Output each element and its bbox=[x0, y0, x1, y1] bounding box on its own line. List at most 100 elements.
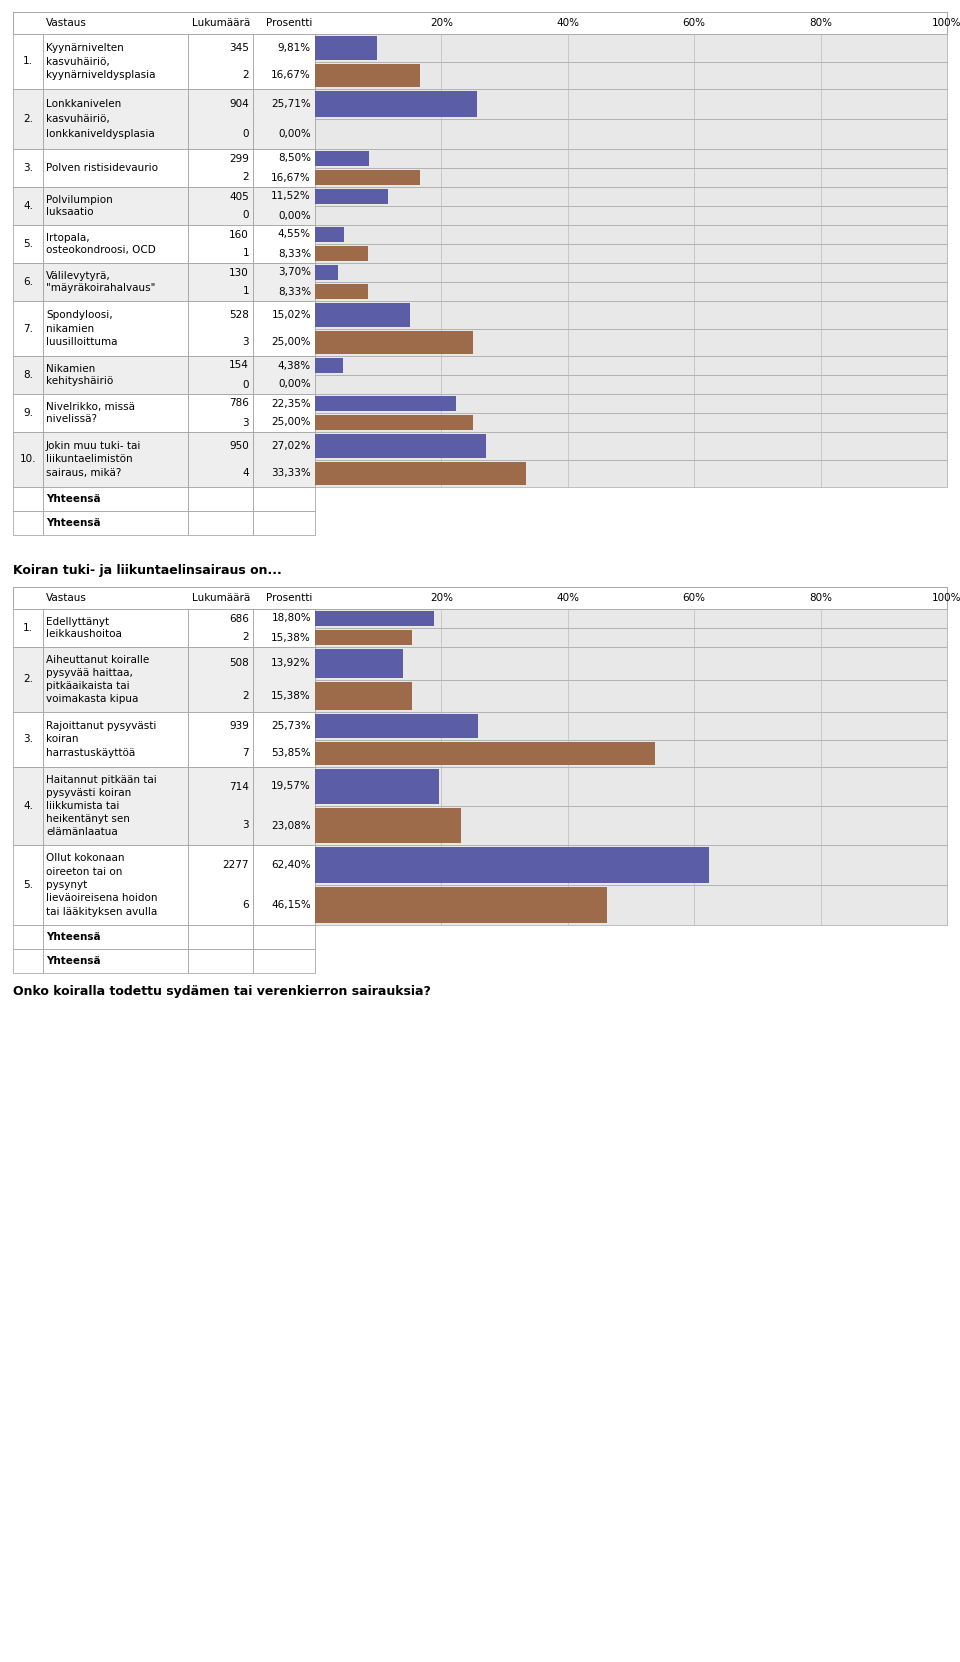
Bar bbox=[13, 188, 43, 224]
Text: Haitannut pitkään tai: Haitannut pitkään tai bbox=[46, 774, 156, 784]
Bar bbox=[13, 608, 43, 647]
Bar bbox=[13, 301, 43, 356]
Bar bbox=[315, 244, 947, 263]
Text: 2: 2 bbox=[242, 633, 249, 643]
Text: 20%: 20% bbox=[430, 18, 453, 28]
Text: 2: 2 bbox=[242, 691, 249, 701]
Bar bbox=[43, 647, 188, 711]
Bar bbox=[315, 848, 709, 883]
Bar bbox=[253, 647, 315, 711]
Text: 62,40%: 62,40% bbox=[272, 859, 311, 869]
Text: 786: 786 bbox=[229, 399, 249, 409]
Bar bbox=[315, 740, 947, 766]
Bar bbox=[13, 647, 43, 711]
Bar bbox=[315, 741, 656, 765]
Text: 20%: 20% bbox=[430, 593, 453, 603]
Bar bbox=[188, 926, 253, 949]
Bar bbox=[253, 926, 315, 949]
Text: 6: 6 bbox=[242, 901, 249, 911]
Text: 23,08%: 23,08% bbox=[272, 821, 311, 831]
Bar bbox=[13, 224, 43, 263]
Text: 25,00%: 25,00% bbox=[272, 417, 311, 427]
Bar bbox=[43, 926, 188, 949]
Text: 40%: 40% bbox=[556, 593, 579, 603]
Bar bbox=[188, 487, 253, 510]
Text: 13,92%: 13,92% bbox=[272, 658, 311, 668]
Bar bbox=[13, 90, 43, 150]
Text: 714: 714 bbox=[229, 781, 249, 791]
Text: Nikamien: Nikamien bbox=[46, 364, 95, 374]
Bar bbox=[43, 394, 188, 432]
Text: 0,00%: 0,00% bbox=[278, 130, 311, 140]
Bar bbox=[253, 949, 315, 972]
Text: Välilevytyrä,: Välilevytyrä, bbox=[46, 271, 110, 281]
Bar bbox=[315, 150, 947, 168]
Text: 10.: 10. bbox=[20, 454, 36, 464]
Bar bbox=[315, 648, 403, 678]
Text: 939: 939 bbox=[229, 721, 249, 731]
Text: Yhteensä: Yhteensä bbox=[46, 956, 101, 966]
Text: Irtopala,: Irtopala, bbox=[46, 233, 89, 243]
Text: 9,81%: 9,81% bbox=[277, 43, 311, 53]
Text: 1: 1 bbox=[242, 249, 249, 259]
Text: Koiran tuki- ja liikuntaelinsairaus on...: Koiran tuki- ja liikuntaelinsairaus on..… bbox=[13, 563, 281, 577]
Text: pysyvästi koiran: pysyvästi koiran bbox=[46, 788, 132, 798]
Text: leikkaushoitoa: leikkaushoitoa bbox=[46, 630, 122, 640]
Text: 2.: 2. bbox=[23, 675, 33, 685]
Bar bbox=[43, 711, 188, 766]
Text: 80%: 80% bbox=[809, 593, 832, 603]
Text: 100%: 100% bbox=[932, 593, 960, 603]
Text: Yhteensä: Yhteensä bbox=[46, 494, 101, 504]
Bar bbox=[253, 432, 315, 487]
Text: 33,33%: 33,33% bbox=[272, 469, 311, 479]
Text: 40%: 40% bbox=[556, 18, 579, 28]
Bar bbox=[188, 647, 253, 711]
Text: Ollut kokonaan: Ollut kokonaan bbox=[46, 853, 125, 863]
Bar bbox=[315, 90, 947, 120]
Bar bbox=[315, 647, 947, 680]
Text: Spondyloosi,: Spondyloosi, bbox=[46, 309, 112, 319]
Bar bbox=[188, 432, 253, 487]
Bar bbox=[315, 396, 456, 411]
Bar bbox=[253, 150, 315, 188]
Bar bbox=[315, 168, 947, 188]
Bar bbox=[13, 487, 43, 510]
Text: lonkkaniveldysplasia: lonkkaniveldysplasia bbox=[46, 130, 155, 140]
Text: 8,50%: 8,50% bbox=[278, 153, 311, 163]
Bar bbox=[315, 301, 947, 329]
Text: Nivelrikko, missä: Nivelrikko, missä bbox=[46, 402, 135, 412]
Bar bbox=[315, 416, 473, 430]
Text: 4: 4 bbox=[242, 469, 249, 479]
Bar bbox=[43, 188, 188, 224]
Text: 7: 7 bbox=[242, 748, 249, 758]
Text: Lonkkanivelen: Lonkkanivelen bbox=[46, 100, 121, 110]
Bar bbox=[188, 608, 253, 647]
Bar bbox=[13, 587, 947, 608]
Text: 2277: 2277 bbox=[223, 859, 249, 869]
Text: 2: 2 bbox=[242, 70, 249, 80]
Text: 15,38%: 15,38% bbox=[272, 691, 311, 701]
Text: pysynyt: pysynyt bbox=[46, 879, 87, 889]
Bar bbox=[43, 487, 188, 510]
Bar bbox=[315, 434, 486, 457]
Bar bbox=[253, 510, 315, 535]
Bar bbox=[188, 301, 253, 356]
Text: 1.: 1. bbox=[23, 57, 33, 66]
Text: Rajoittanut pysyvästi: Rajoittanut pysyvästi bbox=[46, 721, 156, 731]
Bar bbox=[253, 263, 315, 301]
Bar bbox=[13, 394, 43, 432]
Bar bbox=[43, 766, 188, 844]
Text: 3,70%: 3,70% bbox=[278, 268, 311, 278]
Bar bbox=[315, 170, 420, 184]
Text: 8,33%: 8,33% bbox=[277, 286, 311, 296]
Bar bbox=[315, 681, 412, 710]
Text: 3.: 3. bbox=[23, 163, 33, 173]
Text: 0: 0 bbox=[243, 379, 249, 389]
Bar bbox=[315, 806, 947, 844]
Bar bbox=[253, 844, 315, 926]
Text: harrastuskäyttöä: harrastuskäyttöä bbox=[46, 748, 135, 758]
Text: 1: 1 bbox=[242, 286, 249, 296]
Bar bbox=[43, 949, 188, 972]
Text: liikuntaelimistön: liikuntaelimistön bbox=[46, 454, 132, 464]
Bar bbox=[188, 844, 253, 926]
